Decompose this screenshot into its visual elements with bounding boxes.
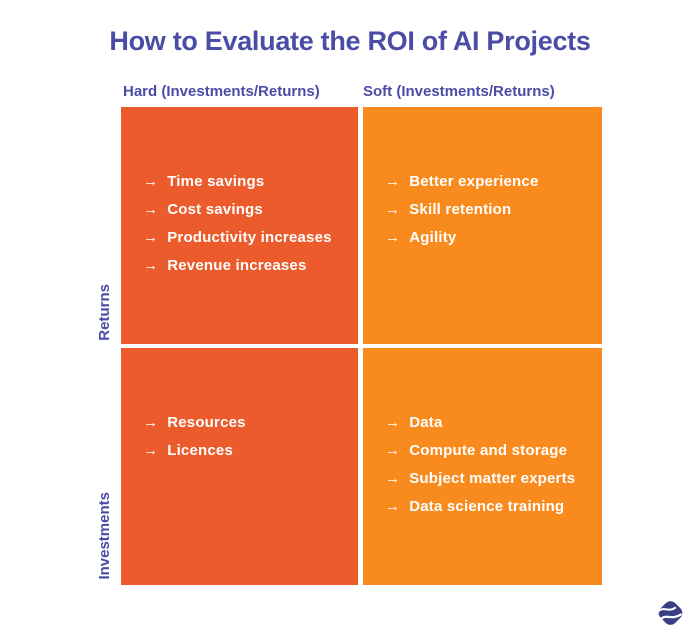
- list-item-label: Revenue increases: [167, 257, 307, 274]
- arrow-icon: →: [385, 498, 401, 515]
- list-item: → Time savings: [143, 168, 350, 196]
- list-item: → Agility: [385, 224, 594, 252]
- arrow-icon: →: [385, 414, 401, 431]
- list-item-label: Resources: [167, 414, 246, 431]
- list-item: → Licences: [143, 437, 350, 465]
- list-item: → Cost savings: [143, 196, 350, 224]
- list-item: → Skill retention: [385, 196, 594, 224]
- arrow-icon: →: [143, 229, 159, 246]
- arrow-icon: →: [143, 257, 159, 274]
- list-item-label: Subject matter experts: [409, 470, 576, 487]
- row-label-returns: Returns: [96, 284, 113, 341]
- quadrant-soft-investments: → Data → Compute and storage → Subject matter…: [363, 348, 602, 585]
- arrow-icon: →: [385, 173, 401, 190]
- list-item-label: Better experience: [409, 173, 539, 190]
- arrow-icon: →: [385, 470, 401, 487]
- column-header-soft: Soft (Investments/Returns): [363, 83, 555, 100]
- list-item-label: Licences: [167, 442, 234, 459]
- list-item: → Revenue increases: [143, 252, 350, 280]
- quadrant-grid: → Time savings → Cost savings → Productivity …: [121, 107, 602, 585]
- hard-investments-list: → Resources → Licences: [143, 409, 350, 465]
- quadrant-soft-returns: → Better experience → Skill retention → Agili…: [363, 107, 602, 344]
- soft-returns-list: → Better experience → Skill retention → Agili…: [385, 168, 594, 252]
- list-item: → Resources: [143, 409, 350, 437]
- list-item: → Data: [385, 409, 594, 437]
- list-item-label: Cost savings: [167, 201, 263, 218]
- list-item-label: Data: [409, 414, 443, 431]
- list-item: → Compute and storage: [385, 437, 594, 465]
- list-item-label: Compute and storage: [409, 442, 568, 459]
- list-item-label: Productivity increases: [167, 229, 332, 246]
- logo-wave-top: [657, 606, 677, 612]
- list-item: → Better experience: [385, 168, 594, 196]
- list-item: → Data science training: [385, 493, 594, 521]
- arrow-icon: →: [385, 442, 401, 459]
- list-item-label: Agility: [409, 229, 457, 246]
- list-item: → Productivity increases: [143, 224, 350, 252]
- arrow-icon: →: [385, 229, 401, 246]
- logo-diamond-shape: [658, 601, 683, 625]
- list-item-label: Time savings: [167, 173, 265, 190]
- column-header-hard: Hard (Investments/Returns): [123, 83, 320, 100]
- quadrant-hard-returns: → Time savings → Cost savings → Productivity …: [121, 107, 358, 344]
- arrow-icon: →: [143, 442, 159, 459]
- list-item: → Subject matter experts: [385, 465, 594, 493]
- arrow-icon: →: [143, 414, 159, 431]
- page-title: How to Evaluate the ROI of AI Projects: [109, 26, 591, 56]
- logo-wave-bottom: [660, 613, 682, 620]
- wave-diamond-logo-icon: [657, 601, 683, 625]
- quadrant-hard-investments: → Resources → Licences: [121, 348, 358, 585]
- arrow-icon: →: [143, 201, 159, 218]
- row-label-investments: Investments: [96, 492, 113, 580]
- list-item-label: Data science training: [409, 498, 565, 515]
- hard-returns-list: → Time savings → Cost savings → Productivity …: [143, 168, 350, 280]
- soft-investments-list: → Data → Compute and storage → Subject matter…: [385, 409, 594, 521]
- list-item-label: Skill retention: [409, 201, 512, 218]
- arrow-icon: →: [143, 173, 159, 190]
- arrow-icon: →: [385, 201, 401, 218]
